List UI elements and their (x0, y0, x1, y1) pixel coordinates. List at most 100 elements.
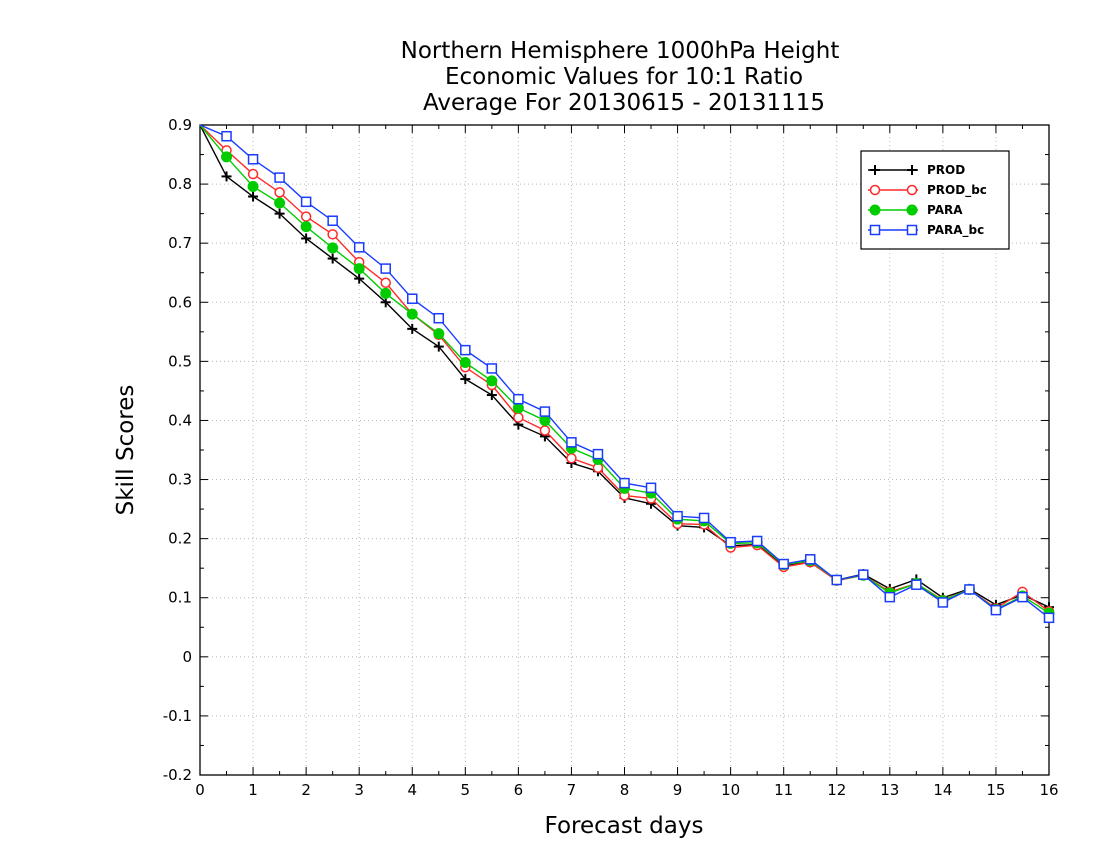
legend: PROD PROD_bc PARA PARA_bc (860, 150, 1010, 250)
data-point (380, 263, 391, 274)
data-point (884, 591, 896, 603)
data-point (221, 171, 232, 182)
y-tick-label: 0.9 (168, 116, 192, 134)
x-tick-label: 3 (354, 781, 364, 799)
y-tick-label: 0.6 (168, 293, 192, 311)
chart-title: Northern Hemisphere 1000hPa Height Econo… (401, 38, 840, 116)
y-tick-label: 0 (182, 648, 192, 666)
legend-label: PROD (927, 163, 965, 177)
data-point (513, 412, 524, 423)
data-point (512, 402, 524, 414)
x-tick-label: 13 (880, 781, 899, 799)
data-point (407, 293, 418, 304)
legend-marker (869, 204, 881, 216)
x-tick-label: 12 (827, 781, 846, 799)
data-point (1017, 591, 1028, 603)
data-point (407, 323, 418, 334)
data-point (964, 584, 975, 595)
legend-marker (906, 204, 918, 216)
legend-label: PARA (927, 203, 963, 217)
data-point (672, 510, 683, 522)
data-point (486, 363, 498, 374)
x-tick-label: 9 (673, 781, 683, 799)
data-point (301, 233, 312, 244)
data-point (247, 168, 259, 180)
data-point (486, 375, 498, 387)
data-point (327, 229, 338, 240)
x-tick-label: 16 (1039, 781, 1058, 799)
data-point (247, 154, 259, 165)
data-point (751, 535, 763, 547)
data-point (937, 597, 949, 608)
y-tick-label: 0.1 (168, 589, 192, 607)
data-point (354, 273, 365, 284)
x-tick-label: 14 (933, 781, 952, 799)
x-tick-label: 7 (567, 781, 577, 799)
data-point (645, 482, 657, 494)
x-tick-label: 4 (407, 781, 417, 799)
x-tick-label: 8 (620, 781, 630, 799)
legend-marker (906, 224, 918, 236)
y-tick-label: 0.4 (168, 411, 192, 429)
axes: 0 1 2 3 4 5 6 7 8 9 10 11 12 13 14 15 160.90.80.70.60.50… (163, 116, 1059, 799)
x-tick-label: 15 (986, 781, 1005, 799)
data-point (433, 312, 445, 324)
legend-marker (870, 165, 880, 175)
data-point (247, 180, 259, 192)
data-point (698, 512, 710, 524)
legend-item: PARA_bc (868, 223, 984, 238)
y-tick-label: 0.7 (168, 234, 192, 252)
x-tick-label: 11 (774, 781, 793, 799)
data-point (539, 406, 551, 417)
legend-label: PARA_bc (927, 223, 984, 238)
data-point (274, 197, 286, 209)
x-tick-label: 0 (195, 781, 205, 799)
data-point (1043, 612, 1055, 624)
data-point (566, 437, 577, 448)
data-point (566, 453, 577, 464)
data-point (274, 172, 285, 183)
data-point (221, 151, 233, 163)
data-point (327, 215, 338, 226)
data-point (990, 604, 1002, 616)
data-point (380, 277, 391, 289)
data-point (831, 574, 842, 586)
y-tick-label: -0.2 (163, 766, 192, 784)
x-tick-label: 1 (248, 781, 258, 799)
data-point (274, 187, 285, 198)
data-point (274, 208, 285, 219)
data-point (300, 221, 312, 233)
legend-marker (869, 224, 881, 236)
legend-label: PROD_bc (927, 183, 987, 198)
legend-box (860, 150, 1010, 250)
data-point (380, 287, 392, 299)
legend-item: PARA (868, 203, 963, 217)
data-point (539, 425, 551, 436)
data-point (592, 448, 604, 460)
legend-item: PROD_bc (868, 183, 987, 198)
data-point (327, 253, 338, 264)
y-tick-label: -0.1 (163, 707, 192, 725)
data-point (459, 357, 471, 369)
data-point (911, 579, 922, 590)
chart-title-line-2: Economic Values for 10:1 Ratio (445, 64, 803, 90)
y-axis-label: Skill Scores (113, 385, 139, 516)
data-point (300, 196, 312, 208)
data-point (778, 558, 789, 570)
data-point (725, 536, 736, 548)
x-tick-label: 2 (301, 781, 311, 799)
legend-marker (907, 165, 917, 175)
chart-title-line-1: Northern Hemisphere 1000hPa Height (401, 38, 840, 64)
data-point (804, 554, 816, 565)
data-point (433, 328, 445, 340)
data-point (433, 341, 444, 352)
x-tick-label: 10 (721, 781, 740, 799)
y-tick-label: 0.5 (168, 352, 192, 370)
y-tick-label: 0.3 (168, 471, 192, 489)
series-layer (199, 124, 1055, 624)
data-point (353, 242, 365, 253)
x-tick-label: 6 (514, 781, 524, 799)
data-point (619, 477, 630, 489)
data-point (486, 390, 497, 401)
y-tick-label: 0.2 (168, 530, 192, 548)
